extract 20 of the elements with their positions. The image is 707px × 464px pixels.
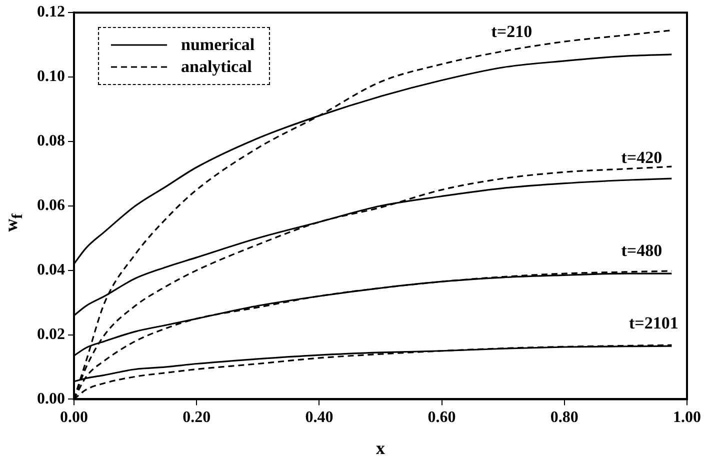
x-tick-label: 0.60 [428, 408, 456, 426]
legend-label: numerical [181, 34, 255, 56]
annotation: t=2101 [628, 313, 678, 332]
x-tick-label: 0.40 [305, 408, 334, 426]
y-tick-label: 0.04 [37, 261, 65, 278]
x-tick-label: 0.00 [60, 408, 88, 426]
y-tick-label: 0.02 [37, 326, 65, 343]
x-axis-title: x [376, 438, 385, 458]
annotation: t=420 [621, 148, 662, 167]
x-tick-label: 0.80 [550, 408, 578, 426]
y-tick-label: 0.08 [37, 132, 65, 150]
y-tick-label: 0.10 [37, 68, 65, 86]
y-tick-label: 0.00 [37, 390, 65, 408]
y-tick-label: 0.06 [37, 197, 65, 214]
legend-label: analytical [181, 56, 252, 78]
annotation: t=480 [621, 240, 662, 260]
y-tick-label: 0.12 [37, 4, 65, 21]
x-tick-label: 1.00 [673, 408, 701, 426]
x-tick-label: 0.20 [182, 408, 211, 426]
annotation: t=210 [491, 22, 532, 41]
